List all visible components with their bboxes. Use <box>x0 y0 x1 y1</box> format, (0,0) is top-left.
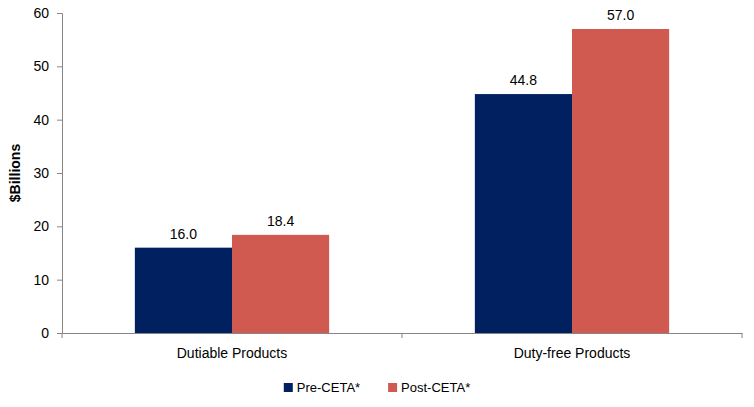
y-tick-label: 60 <box>33 5 49 21</box>
y-tick-mark <box>57 66 62 67</box>
y-tick-label: 20 <box>33 218 49 234</box>
y-tick-label: 10 <box>33 272 49 288</box>
y-tick-mark <box>57 280 62 281</box>
y-tick-mark <box>57 120 62 121</box>
y-tick-label: 40 <box>33 112 49 128</box>
x-category-separator <box>62 333 63 338</box>
data-label: 44.8 <box>510 72 537 88</box>
y-tick-mark <box>57 13 62 14</box>
data-labels: 16.0 44.8 18.4 57.0 <box>170 7 635 242</box>
legend-item: Pre-CETA* <box>284 380 360 395</box>
y-tick-label: 50 <box>33 58 49 74</box>
y-tick: 20 <box>33 218 62 234</box>
y-axis: 0 10 20 30 40 50 60 <box>33 5 62 341</box>
legend-item: Post-CETA* <box>388 380 470 395</box>
y-tick: 30 <box>33 165 62 181</box>
y-tick: 40 <box>33 112 62 128</box>
bar <box>572 29 669 333</box>
y-tick: 60 <box>33 5 62 21</box>
legend-label: Post-CETA* <box>401 380 470 395</box>
legend-swatch <box>388 383 397 392</box>
y-tick: 50 <box>33 58 62 74</box>
y-tick-label: 30 <box>33 165 49 181</box>
bar <box>135 248 232 333</box>
bar <box>232 235 329 333</box>
data-label: 16.0 <box>170 226 197 242</box>
data-label: 18.4 <box>267 213 294 229</box>
bar <box>475 94 572 333</box>
legend: Pre-CETA* Post-CETA* <box>284 380 470 395</box>
y-axis-line <box>57 14 63 334</box>
y-tick-mark <box>57 173 62 174</box>
y-tick: 0 <box>41 325 62 341</box>
legend-label: Pre-CETA* <box>297 380 360 395</box>
x-tick: Dutiable Products <box>177 333 288 361</box>
y-axis-title: $Billions <box>7 144 23 203</box>
x-category-separator <box>402 333 403 338</box>
legend-swatch <box>284 383 293 392</box>
y-tick-mark <box>57 333 62 334</box>
x-category-separator <box>742 333 743 338</box>
x-tick: Duty-free Products <box>514 333 631 361</box>
data-label: 57.0 <box>607 7 634 23</box>
y-tick-mark <box>57 226 62 227</box>
x-axis: Dutiable Products Duty-free Products <box>62 333 743 361</box>
chart: 16.0 44.8 18.4 57.0 0 10 20 30 40 50 60 Dutiable Pr… <box>0 0 754 407</box>
bars <box>135 29 669 333</box>
y-tick: 10 <box>33 272 62 288</box>
plot: 16.0 44.8 18.4 57.0 0 10 20 30 40 50 60 Dutiable Pr… <box>33 5 742 361</box>
x-tick-label: Dutiable Products <box>177 345 288 361</box>
x-tick-label: Duty-free Products <box>514 345 631 361</box>
y-tick-label: 0 <box>41 325 49 341</box>
